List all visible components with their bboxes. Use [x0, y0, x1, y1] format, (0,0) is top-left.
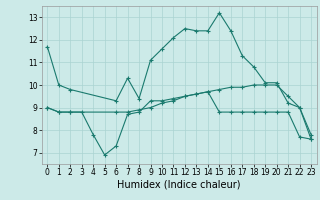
X-axis label: Humidex (Indice chaleur): Humidex (Indice chaleur) — [117, 180, 241, 190]
